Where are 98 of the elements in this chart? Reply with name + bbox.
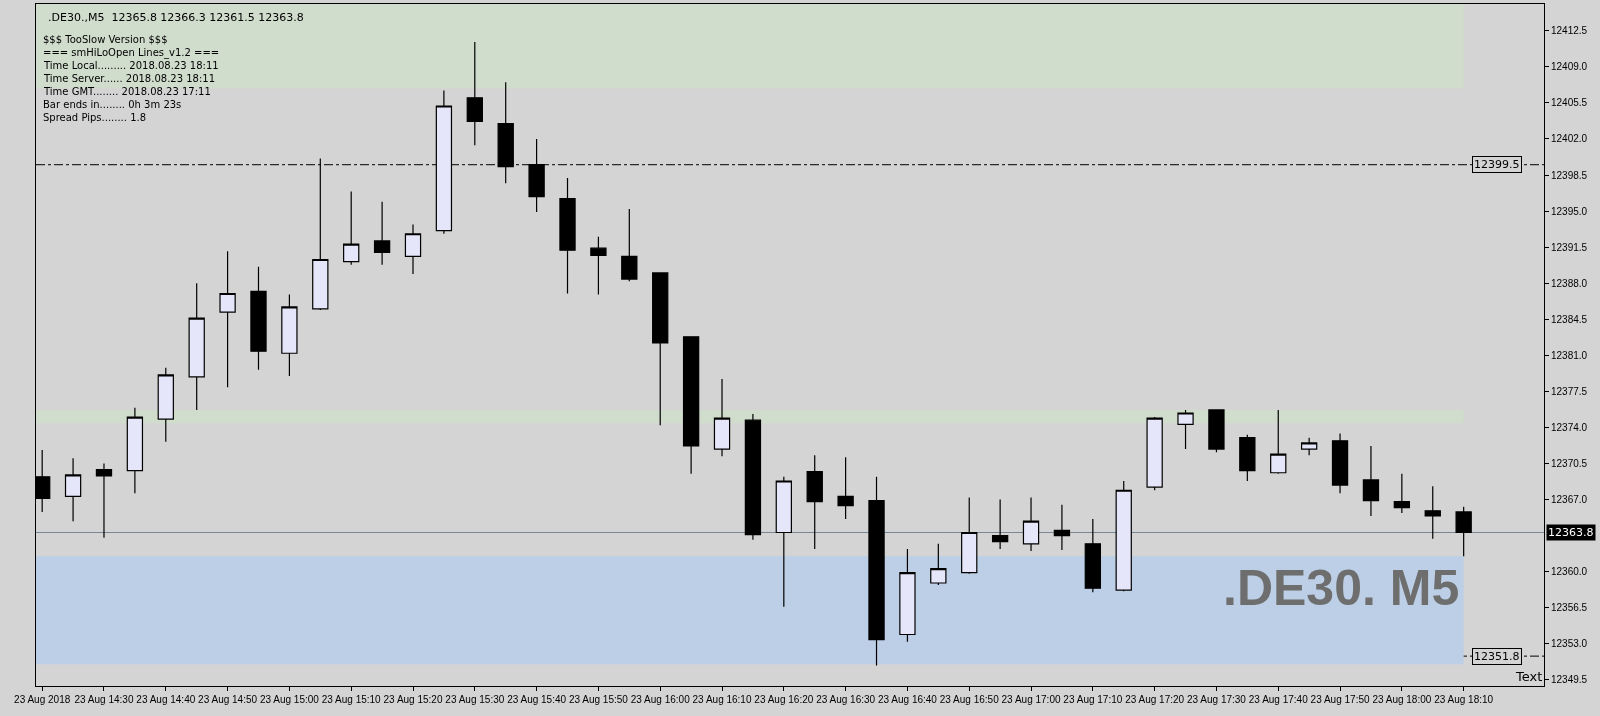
y-tick-label: 12381.0 [1551, 349, 1588, 361]
y-tick-label: 12388.0 [1551, 277, 1588, 289]
candlestick [1300, 437, 1318, 456]
y-tick-label: 12356.5 [1551, 602, 1588, 614]
x-tick-label: 23 Aug 17:40 [1248, 694, 1309, 705]
y-tick-label: 12398.5 [1551, 169, 1588, 181]
x-tick-label: 23 Aug 18:00 [1372, 694, 1432, 705]
x-tick-label: 23 Aug 16:50 [939, 694, 1000, 705]
candlestick [1146, 416, 1163, 491]
x-tick-label: 23 Aug 16:10 [692, 694, 752, 705]
candlestick [219, 250, 236, 388]
annotation: Bar ends in........ 0h 3m 23s [43, 99, 182, 110]
annotation: Spread Pips........ 1.8 [43, 112, 147, 123]
x-tick-label: 23 Aug 17:30 [1186, 694, 1247, 705]
candlestick [95, 462, 113, 539]
candlestick [961, 496, 978, 575]
ref-line-label: 12351.8 [1474, 650, 1520, 663]
x-tick-label: 23 Aug 15:50 [568, 694, 629, 705]
candlestick [652, 272, 669, 426]
candlestick [590, 236, 607, 296]
candlestick [188, 282, 205, 411]
x-tick-label: 23 Aug 15:10 [321, 694, 382, 705]
candlestick [64, 457, 82, 522]
candlestick [682, 336, 700, 475]
x-tick-label: 23 Aug 17:50 [1310, 694, 1370, 705]
candlestick [1115, 480, 1132, 592]
candlestick [775, 476, 792, 608]
candlestick [1208, 409, 1225, 453]
candlestick [744, 413, 762, 541]
candlestick [1053, 504, 1071, 551]
annotation: Time Local......... 2018.08.23 18:11 [43, 60, 219, 71]
candlestick [837, 456, 854, 520]
annotation: Text [1515, 669, 1543, 684]
y-tick-label: 12409.0 [1551, 61, 1588, 73]
candlestick [343, 190, 360, 266]
y-tick-label: 12370.5 [1551, 457, 1588, 469]
x-tick-label: 23 Aug 18:10 [1434, 694, 1494, 705]
candlestick [930, 543, 947, 586]
candlestick [157, 367, 174, 443]
text: .DE30.,M5 12365.8 12366.3 12361.5 12363.8 [48, 10, 304, 24]
annotation: === smHiLoOpen Lines_v1.2 === [43, 47, 220, 59]
candlestick [899, 548, 916, 643]
candlestick [1239, 434, 1256, 482]
x-tick-label: 23 Aug 14:40 [136, 694, 196, 705]
x-tick-label: 23 Aug 16:30 [816, 694, 876, 705]
candlestick [1177, 409, 1194, 450]
y-tick-label: 12405.5 [1551, 97, 1588, 109]
y-tick-label: 12374.0 [1551, 421, 1588, 433]
candlestick [281, 293, 298, 377]
x-tick-label: 23 Aug 15:40 [507, 694, 567, 705]
y-tick-label: 12360.0 [1551, 566, 1588, 578]
ref-line-label: 12363.8 [1548, 526, 1594, 539]
candlestick [713, 378, 731, 457]
candlestick [1362, 445, 1380, 517]
x-tick-label: 23 Aug 15:00 [259, 694, 320, 705]
candlestick [126, 407, 144, 494]
y-tick-label: 12377.5 [1551, 385, 1588, 397]
candlestick [1084, 518, 1102, 593]
candlestick [991, 498, 1009, 550]
ref-line-label: 12399.5 [1474, 158, 1520, 171]
annotation: Time GMT........ 2018.08.23 17:11 [43, 86, 211, 97]
annotation: .DE30. M5 [1223, 560, 1460, 616]
candlestick [559, 177, 576, 295]
x-tick-label: 23 Aug 16:00 [630, 694, 691, 705]
candlestick [621, 208, 638, 282]
x-tick-label: 23 Aug 17:20 [1125, 694, 1185, 705]
x-tick-label: 23 Aug 17:00 [1001, 694, 1061, 705]
candlestick [1455, 506, 1472, 557]
annotation: Time Server...... 2018.08.23 18:11 [43, 73, 216, 84]
x-tick-label: 23 Aug 14:50 [198, 694, 258, 705]
candlestick [1331, 433, 1349, 494]
x-tick-label: 23 Aug 17:10 [1063, 694, 1123, 705]
y-tick-label: 12367.0 [1551, 494, 1588, 506]
candlestick [404, 223, 422, 275]
x-tick-label: 23 Aug 16:40 [877, 694, 938, 705]
annotation: $$$ TooSlow Version $$$ [43, 34, 168, 45]
y-tick-label: 12353.0 [1551, 638, 1588, 650]
y-tick-label: 12395.0 [1551, 205, 1588, 217]
x-tick-label: 23 Aug 15:20 [383, 694, 443, 705]
x-tick-label: 23 Aug 15:30 [445, 694, 505, 705]
candlestick [806, 454, 823, 550]
candlestick [1393, 473, 1411, 514]
x-tick-label: 23 Aug 2018 [14, 694, 71, 705]
y-tick-label: 12349.5 [1551, 674, 1588, 686]
candlestick [1424, 485, 1441, 540]
candlestick [466, 41, 483, 146]
y-tick-label: 12412.5 [1551, 25, 1588, 37]
candlestick [373, 201, 391, 266]
candlestick [1022, 496, 1040, 552]
candlestick [868, 476, 885, 666]
x-tick-label: 23 Aug 16:20 [754, 694, 814, 705]
y-tick-label: 12384.5 [1551, 313, 1588, 325]
x-tick-label: 23 Aug 14:30 [74, 694, 134, 705]
y-tick-label: 12391.5 [1551, 241, 1588, 253]
y-tick-label: 12402.0 [1551, 133, 1588, 145]
candlestick [1270, 409, 1287, 475]
candlestick [497, 81, 514, 184]
candlestick [250, 266, 267, 371]
